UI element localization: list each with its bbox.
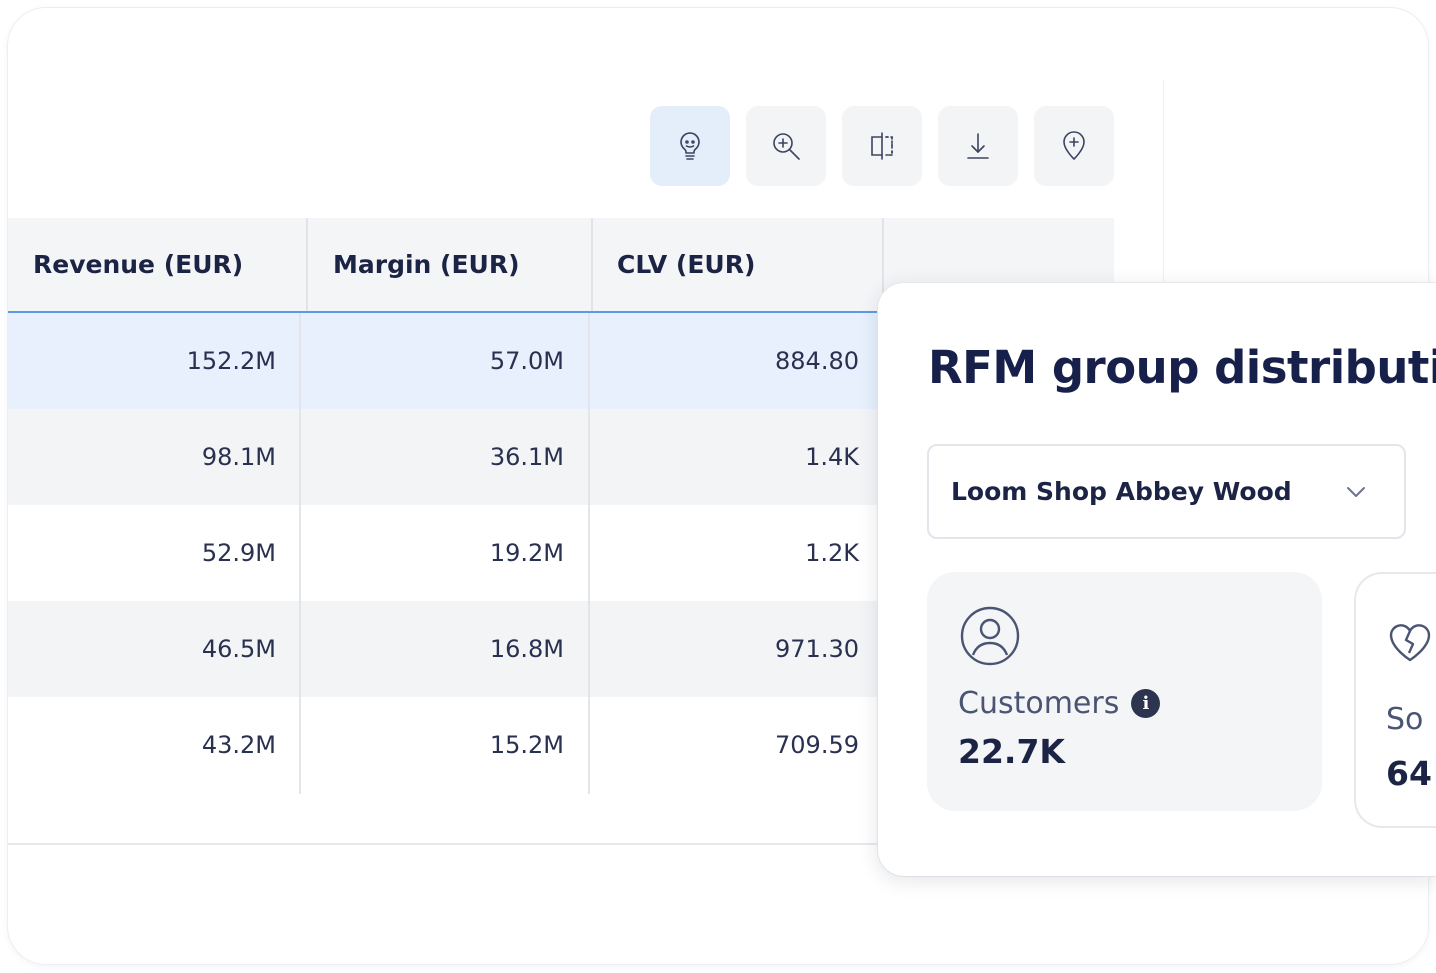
- table-header: Revenue (EUR) Margin (EUR) CLV (EUR): [8, 218, 1114, 313]
- cell-margin: 36.1M: [489, 443, 564, 471]
- column-divider[interactable]: [591, 218, 593, 311]
- cell-clv: 709.59: [775, 731, 859, 759]
- cell-margin: 16.8M: [489, 635, 564, 663]
- column-divider[interactable]: [882, 218, 884, 311]
- column-divider: [588, 313, 590, 794]
- column-header-margin[interactable]: Margin (EUR): [333, 250, 520, 279]
- cell-margin: 19.2M: [489, 539, 564, 567]
- add-location-icon: [1063, 131, 1085, 160]
- customers-label-row: Customers i: [958, 686, 1161, 721]
- second-stat-value: 64: [1386, 754, 1432, 793]
- cell-revenue: 152.2M: [186, 347, 276, 375]
- zoom-in-button[interactable]: [746, 106, 826, 186]
- info-icon[interactable]: i: [1131, 689, 1161, 718]
- store-select[interactable]: Loom Shop Abbey Wood: [927, 444, 1406, 539]
- metrics-table: Revenue (EUR) Margin (EUR) CLV (EUR) 152…: [8, 218, 1114, 793]
- store-select-value: Loom Shop Abbey Wood: [951, 477, 1292, 506]
- column-divider[interactable]: [306, 218, 308, 311]
- split-view-icon: [871, 132, 893, 160]
- table-row[interactable]: 43.2M 15.2M 709.59: [8, 697, 1114, 793]
- column-header-revenue[interactable]: Revenue (EUR): [33, 250, 244, 279]
- lightbulb-icon: [680, 132, 700, 160]
- cell-clv: 971.30: [775, 635, 859, 663]
- column-header-clv[interactable]: CLV (EUR): [617, 250, 756, 279]
- user-avatar-icon: [960, 606, 1020, 666]
- table-row[interactable]: 52.9M 19.2M 1.2K: [8, 505, 1114, 601]
- download-icon: [967, 133, 989, 159]
- column-divider: [299, 313, 301, 794]
- broken-heart-icon: [1389, 624, 1431, 662]
- cell-margin: 57.0M: [489, 347, 564, 375]
- customers-value: 22.7K: [958, 732, 1065, 771]
- second-stat-card[interactable]: So 64: [1354, 572, 1436, 828]
- customers-label: Customers: [958, 686, 1120, 721]
- split-view-button[interactable]: [842, 106, 922, 186]
- second-stat-label: So: [1386, 702, 1424, 737]
- customers-stat-card[interactable]: Customers i 22.7K: [927, 572, 1322, 811]
- download-button[interactable]: [938, 106, 1018, 186]
- cell-clv: 1.2K: [805, 539, 859, 567]
- cell-margin: 15.2M: [489, 731, 564, 759]
- cell-clv: 1.4K: [805, 443, 859, 471]
- cell-revenue: 46.5M: [201, 635, 276, 663]
- cell-revenue: 98.1M: [201, 443, 276, 471]
- cell-clv: 884.80: [775, 347, 859, 375]
- add-location-button[interactable]: [1034, 106, 1114, 186]
- chevron-down-icon: [1347, 487, 1365, 497]
- rfm-title: RFM group distribution: [928, 341, 1436, 394]
- insights-button[interactable]: [650, 106, 730, 186]
- zoom-in-icon: [773, 133, 800, 160]
- grid-toolbar: [650, 106, 1114, 186]
- rfm-distribution-card: RFM group distribution Loom Shop Abbey W…: [878, 283, 1436, 876]
- cell-revenue: 52.9M: [201, 539, 276, 567]
- cell-revenue: 43.2M: [201, 731, 276, 759]
